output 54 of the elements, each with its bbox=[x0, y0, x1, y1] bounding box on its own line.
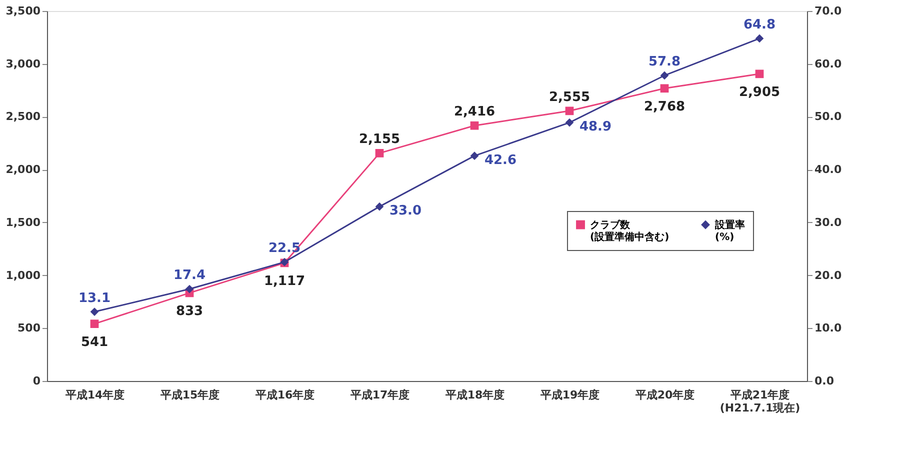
x-tick-label: 平成16年度 bbox=[254, 388, 315, 402]
y2-tick-label: 50.0 bbox=[814, 110, 842, 124]
y-tick-label: 2,500 bbox=[6, 110, 41, 124]
point bbox=[90, 320, 99, 328]
point bbox=[565, 106, 574, 116]
y-tick-label: 3,000 bbox=[6, 57, 41, 70]
data-label: 33.0 bbox=[389, 204, 422, 219]
data-label: 2,905 bbox=[738, 84, 780, 100]
y2-tick-label: 0.0 bbox=[814, 374, 834, 388]
point bbox=[90, 308, 99, 316]
data-label: 48.9 bbox=[579, 120, 612, 135]
point bbox=[470, 152, 479, 160]
x-tick-label: 平成20年度 bbox=[634, 388, 695, 402]
x-tick-label: 平成14年度 bbox=[64, 388, 125, 402]
legend-label: クラブ数 (設置準備中含む) bbox=[590, 218, 670, 243]
legend-label: 設置率 (%) bbox=[714, 218, 745, 243]
y2-tick-label: 20.0 bbox=[814, 268, 842, 282]
x-tick-label: 平成19年度 bbox=[539, 388, 600, 402]
point bbox=[185, 284, 194, 294]
x-tick-label: 平成18年度 bbox=[444, 388, 505, 402]
y2-tick-label: 40.0 bbox=[814, 163, 842, 176]
data-label: 1,117 bbox=[264, 274, 306, 289]
data-label: 17.4 bbox=[173, 268, 206, 284]
x-tick-label: 平成17年度 bbox=[349, 388, 410, 402]
data-label: 2,155 bbox=[358, 132, 400, 148]
point bbox=[565, 118, 574, 127]
y-tick-label: 3,500 bbox=[6, 4, 41, 18]
y2-tick-label: 60.0 bbox=[814, 57, 842, 70]
data-label: 57.8 bbox=[648, 54, 681, 70]
x-tick-label: 平成15年度 bbox=[159, 388, 220, 402]
y-tick-label: 1,500 bbox=[6, 216, 41, 229]
data-label: 2,768 bbox=[644, 99, 686, 114]
y-tick-label: 0 bbox=[32, 374, 41, 388]
y2-tick-label: 10.0 bbox=[814, 322, 842, 335]
data-label: 833 bbox=[176, 304, 204, 319]
y-tick-label: 500 bbox=[18, 322, 41, 335]
x-tick-label: 平成21年度 (H21.7.1現在) bbox=[720, 388, 800, 414]
data-label: 64.8 bbox=[743, 17, 776, 32]
data-label: 2,416 bbox=[454, 104, 496, 120]
point bbox=[755, 34, 764, 43]
point bbox=[660, 71, 669, 80]
y2-tick-label: 70.0 bbox=[814, 4, 842, 18]
point bbox=[375, 149, 384, 158]
point bbox=[660, 84, 669, 93]
data-label: 2,555 bbox=[548, 90, 590, 105]
data-label: 13.1 bbox=[78, 290, 111, 306]
y-tick-label: 1,000 bbox=[6, 268, 41, 282]
data-label: 541 bbox=[80, 334, 108, 350]
y-tick-label: 2,000 bbox=[6, 163, 41, 176]
data-label: 42.6 bbox=[484, 152, 517, 168]
point bbox=[470, 121, 479, 130]
point bbox=[375, 202, 384, 211]
point bbox=[755, 70, 764, 78]
y2-tick-label: 30.0 bbox=[814, 216, 842, 229]
